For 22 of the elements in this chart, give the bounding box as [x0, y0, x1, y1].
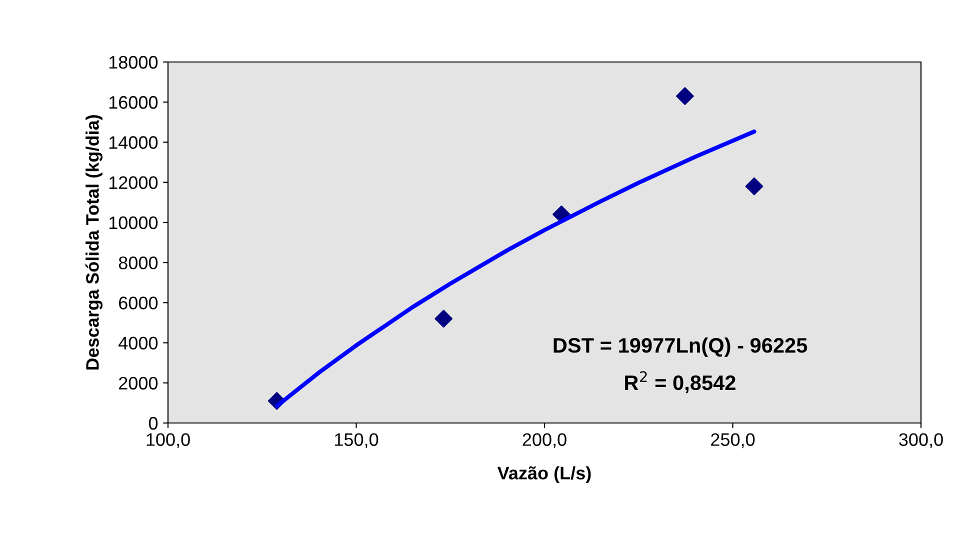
y-tick-label: 12000 — [109, 176, 158, 190]
point — [676, 87, 694, 106]
x-axis-title: Vazão (L/s) — [497, 466, 591, 484]
y-tick-label: 8000 — [118, 256, 158, 270]
y-tick-label: 18000 — [109, 56, 158, 69]
x-tick-label: 150,0 — [335, 433, 378, 448]
point — [745, 177, 764, 196]
annotation: DST = 19977Ln(Q) - 96225 — [554, 337, 808, 357]
x-tick-label: 200,0 — [522, 433, 566, 448]
x-tick-label: 250,0 — [711, 433, 755, 448]
y-tick-label: 6000 — [119, 296, 158, 310]
y-tick-label: 14000 — [109, 136, 158, 149]
point — [434, 310, 453, 328]
y-tick-label: 4000 — [118, 336, 158, 350]
y-tick-label: 16000 — [109, 96, 158, 109]
x-tick-label: 300,0 — [899, 433, 943, 448]
y-axis-title: Descarga Sólida Total (kg/dia) — [85, 115, 103, 370]
y-tick-label: 10000 — [109, 216, 158, 230]
annotation: R$^{2}$ = 0,8542 — [625, 371, 736, 394]
y-tick-label: 2000 — [119, 376, 158, 390]
y-tick-label: 0 — [148, 416, 158, 430]
x-tick-label: 100,0 — [146, 433, 190, 448]
